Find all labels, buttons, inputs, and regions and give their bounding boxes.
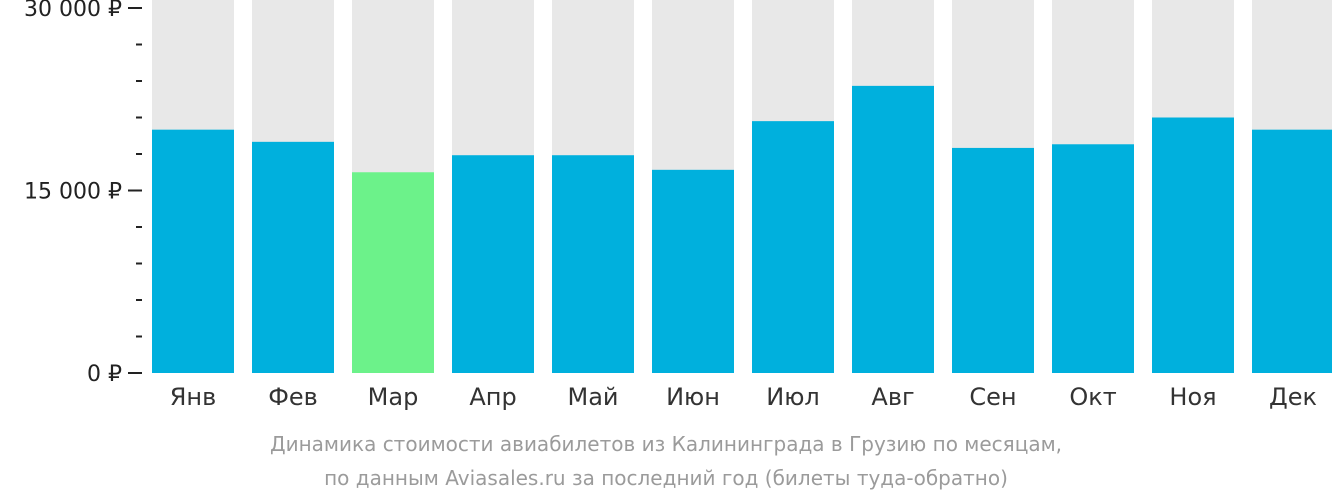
y-tick-label: 0 ₽ bbox=[87, 362, 122, 387]
chart-caption-line-2: по данным Aviasales.ru за последний год … bbox=[324, 466, 1008, 490]
bar-3[interactable] bbox=[352, 172, 434, 373]
x-tick-label: Ноя bbox=[1169, 383, 1216, 411]
bar-1[interactable] bbox=[152, 129, 234, 373]
chart-caption-line-1: Динамика стоимости авиабилетов из Калини… bbox=[269, 432, 1063, 456]
bar-11[interactable] bbox=[1152, 117, 1234, 374]
chart: 30 000 ₽ 15 000 ₽ 0 ₽ Янв Фев Мар Апр Май Июн Ию… bbox=[24, 0, 1332, 411]
bar-7[interactable] bbox=[752, 121, 834, 374]
x-tick-label: Авг bbox=[871, 383, 914, 411]
x-axis-labels: Янв Фев Мар Апр Май Июн Июл Авг Сен Окт Ноя Дек bbox=[170, 383, 1317, 411]
x-tick-label: Фев bbox=[268, 383, 318, 411]
x-tick-label: Июн bbox=[666, 383, 720, 411]
bars bbox=[152, 0, 1332, 374]
x-tick-label: Апр bbox=[469, 383, 516, 411]
bar-5[interactable] bbox=[552, 155, 634, 373]
x-tick-label: Сен bbox=[969, 383, 1016, 411]
x-tick-label: Мар bbox=[368, 383, 419, 411]
x-tick-label: Окт bbox=[1069, 383, 1116, 411]
bar-2[interactable] bbox=[252, 141, 334, 373]
bar-12[interactable] bbox=[1252, 129, 1332, 373]
y-tick-label: 30 000 ₽ bbox=[24, 0, 122, 22]
y-tick-label: 15 000 ₽ bbox=[24, 180, 122, 205]
x-tick-label: Янв bbox=[170, 383, 217, 411]
bar-10[interactable] bbox=[1052, 144, 1134, 373]
y-axis: 30 000 ₽ 15 000 ₽ 0 ₽ bbox=[24, 0, 142, 387]
bar-4[interactable] bbox=[452, 155, 534, 373]
x-tick-label: Май bbox=[567, 383, 618, 411]
x-tick-label: Июл bbox=[766, 383, 820, 411]
bar-8[interactable] bbox=[852, 85, 934, 373]
bar-9[interactable] bbox=[952, 147, 1034, 373]
x-tick-label: Дек bbox=[1269, 383, 1317, 411]
bar-6[interactable] bbox=[652, 169, 734, 373]
